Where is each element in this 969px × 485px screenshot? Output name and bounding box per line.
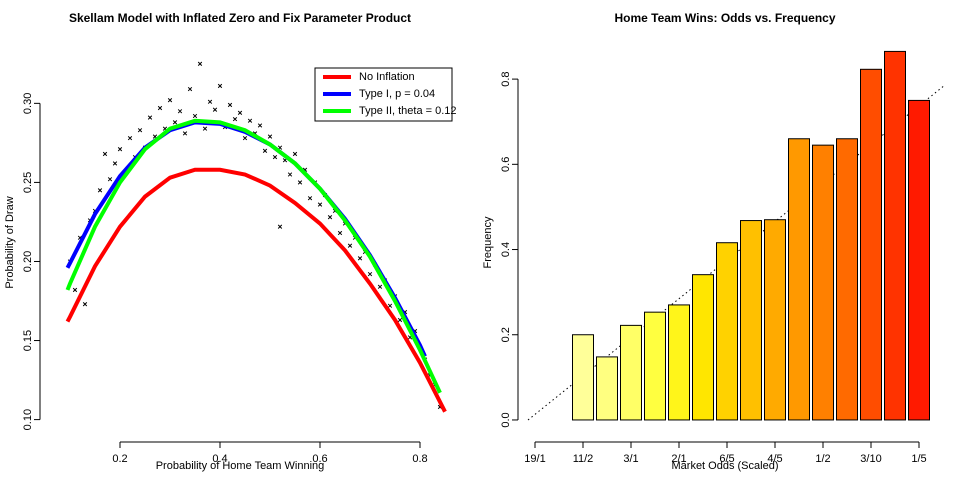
scatter-point <box>387 303 393 308</box>
bar <box>764 219 786 421</box>
scatter-point <box>177 109 183 114</box>
x-axis-label: Probability of Home Team Winning <box>156 460 325 472</box>
x-tick-label: 4/5 <box>767 453 782 465</box>
y-axis-label: Probability of Draw <box>4 196 16 288</box>
scatter-point <box>357 256 363 261</box>
bar <box>716 242 738 421</box>
x-tick-label: 1/5 <box>911 453 926 465</box>
bar <box>740 220 762 421</box>
chart-title: Skellam Model with Inflated Zero and Fix… <box>69 11 411 25</box>
scatter-point <box>212 107 218 112</box>
x-tick-label: 1/2 <box>815 453 830 465</box>
scatter-point <box>257 123 263 128</box>
scatter-point <box>267 134 273 139</box>
scatter-point <box>347 243 353 248</box>
bar <box>908 99 930 421</box>
y-tick-label: 0.8 <box>500 71 512 86</box>
scatter-point <box>207 99 213 104</box>
scatter-point <box>217 83 223 89</box>
bar <box>860 68 882 421</box>
y-tick-label: 0.20 <box>22 251 34 272</box>
y-tick-label: 0.15 <box>22 330 34 351</box>
scatter-point <box>172 120 178 125</box>
scatter-point <box>107 177 113 182</box>
scatter-point <box>112 161 118 166</box>
scatter-point <box>137 128 143 133</box>
x-tick-label: 0.4 <box>212 453 227 465</box>
scatter-point <box>237 110 243 115</box>
bar <box>644 311 666 421</box>
y-tick-label: 0.6 <box>500 157 512 172</box>
x-tick-label: 3/1 <box>623 453 638 465</box>
bar <box>836 138 858 421</box>
x-tick-label: 19/1 <box>524 453 545 465</box>
x-axis-label: Market Odds (Scaled) <box>672 460 779 472</box>
scatter-point <box>247 118 253 123</box>
scatter-point <box>367 271 373 277</box>
bar <box>572 334 594 421</box>
series-line <box>65 118 442 394</box>
scatter-point <box>307 196 313 201</box>
x-tick-label: 2/1 <box>671 453 686 465</box>
scatter-point <box>287 172 293 177</box>
x-tick-label: 0.8 <box>412 453 427 465</box>
scatter-point <box>242 135 248 141</box>
x-tick-label: 3/10 <box>860 453 881 465</box>
bar <box>620 324 642 421</box>
y-tick-label: 0.0 <box>500 412 512 427</box>
y-tick-label: 0.2 <box>500 327 512 342</box>
series-line <box>65 120 427 358</box>
bar <box>812 144 834 421</box>
scatter-point <box>197 61 203 66</box>
scatter-point <box>72 287 78 293</box>
scatter-point <box>182 131 188 136</box>
scatter-point <box>262 148 268 153</box>
y-tick-label: 0.10 <box>22 409 34 430</box>
bar <box>788 138 810 421</box>
chart-title: Home Team Wins: Odds vs. Frequency <box>614 11 835 25</box>
scatter-point <box>317 202 323 207</box>
y-tick-label: 0.25 <box>22 172 34 193</box>
x-tick-label: 6/5 <box>719 453 734 465</box>
scatter-point <box>147 115 153 120</box>
legend-label: No Inflation <box>359 71 415 83</box>
scatter-point <box>187 86 193 92</box>
x-tick-label: 0.6 <box>312 453 327 465</box>
scatter-point <box>232 117 238 122</box>
scatter-point <box>157 105 163 111</box>
bar <box>884 50 906 421</box>
scatter-point <box>227 102 233 108</box>
scatter-point <box>337 230 343 236</box>
scatter-point <box>97 188 103 193</box>
scatter-point <box>82 302 88 307</box>
y-axis-label: Frequency <box>482 216 494 268</box>
scatter-point <box>102 151 108 157</box>
x-tick-label: 11/2 <box>573 453 594 465</box>
x-tick-label: 0.2 <box>112 453 127 465</box>
scatter-point <box>277 224 283 229</box>
scatter-point <box>127 135 133 141</box>
scatter-point <box>297 180 303 185</box>
scatter-point <box>202 126 208 131</box>
legend-label: Type I, p = 0.04 <box>359 88 435 100</box>
bar <box>668 304 690 421</box>
scatter-point <box>397 317 403 323</box>
scatter-point <box>167 98 173 103</box>
legend-label: Type II, theta = 0.12 <box>359 105 457 117</box>
series-line <box>65 167 447 413</box>
scatter-point <box>377 284 383 289</box>
y-tick-label: 0.4 <box>500 242 512 257</box>
scatter-point <box>327 215 333 220</box>
scatter-point <box>117 147 123 152</box>
scatter-point <box>192 113 198 119</box>
scatter-point <box>292 151 298 157</box>
scatter-point <box>272 154 278 160</box>
y-tick-label: 0.30 <box>22 93 34 114</box>
bar <box>596 356 618 421</box>
bar <box>692 274 714 421</box>
